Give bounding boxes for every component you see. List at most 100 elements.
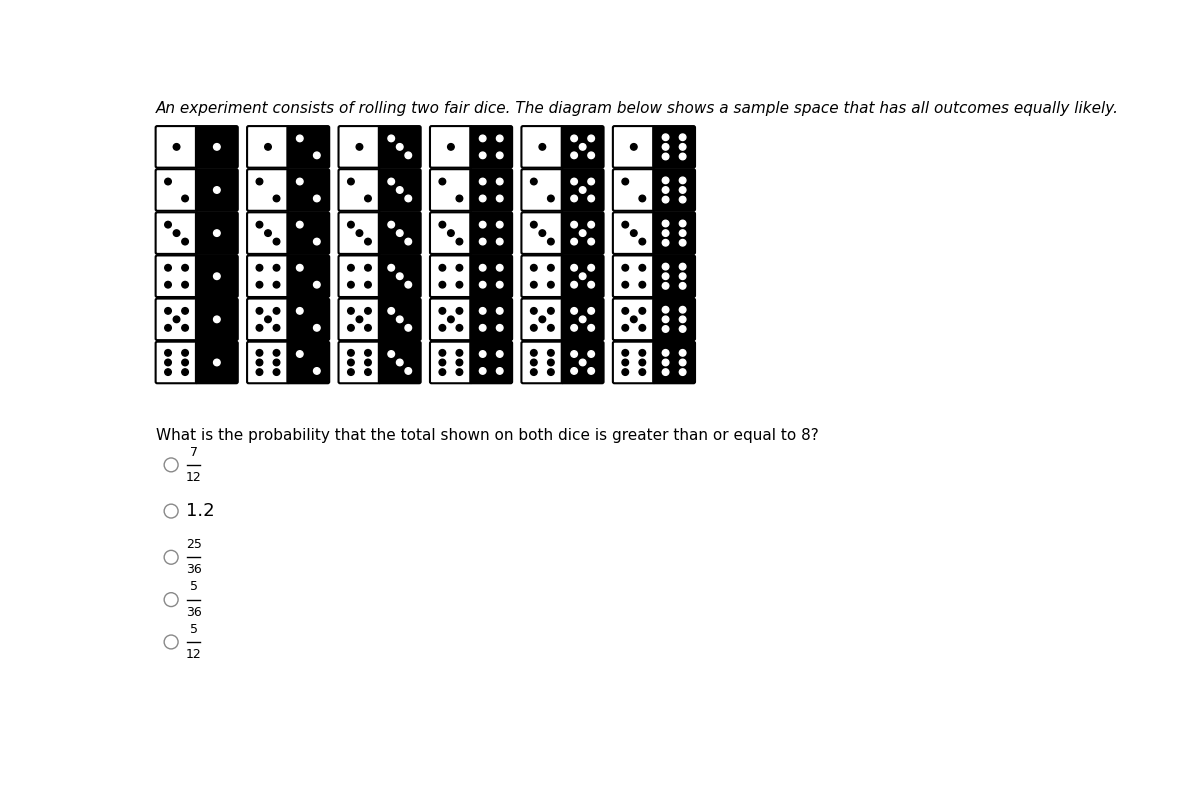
- FancyBboxPatch shape: [196, 341, 238, 384]
- Circle shape: [571, 152, 577, 159]
- Circle shape: [479, 238, 486, 245]
- Circle shape: [662, 177, 668, 183]
- Circle shape: [530, 349, 537, 357]
- Circle shape: [313, 195, 321, 202]
- FancyBboxPatch shape: [196, 299, 238, 340]
- Circle shape: [396, 359, 403, 366]
- FancyBboxPatch shape: [247, 169, 289, 210]
- Circle shape: [297, 222, 303, 228]
- Circle shape: [662, 153, 668, 160]
- Circle shape: [588, 351, 595, 357]
- Circle shape: [164, 592, 179, 607]
- Circle shape: [164, 264, 172, 271]
- FancyBboxPatch shape: [429, 299, 472, 340]
- Circle shape: [622, 281, 628, 288]
- Circle shape: [639, 349, 646, 357]
- Circle shape: [679, 196, 686, 203]
- Circle shape: [457, 238, 463, 245]
- Circle shape: [297, 135, 303, 141]
- Circle shape: [396, 316, 403, 322]
- Text: 1.2: 1.2: [186, 502, 214, 520]
- Circle shape: [548, 349, 554, 357]
- Circle shape: [497, 264, 503, 271]
- FancyBboxPatch shape: [653, 212, 696, 254]
- Circle shape: [662, 369, 668, 376]
- Circle shape: [214, 229, 220, 237]
- Circle shape: [479, 222, 486, 228]
- Circle shape: [364, 195, 371, 202]
- FancyBboxPatch shape: [156, 341, 198, 384]
- Circle shape: [588, 195, 595, 202]
- Circle shape: [588, 135, 595, 141]
- Circle shape: [639, 264, 646, 271]
- FancyBboxPatch shape: [338, 256, 381, 297]
- Circle shape: [639, 281, 646, 288]
- Circle shape: [479, 152, 486, 159]
- Circle shape: [348, 281, 354, 288]
- FancyBboxPatch shape: [522, 299, 563, 340]
- Circle shape: [164, 550, 179, 565]
- Circle shape: [364, 238, 371, 245]
- FancyBboxPatch shape: [196, 212, 238, 254]
- Circle shape: [479, 325, 486, 331]
- Circle shape: [539, 229, 545, 237]
- Circle shape: [364, 281, 371, 288]
- Circle shape: [273, 349, 280, 357]
- Circle shape: [457, 281, 463, 288]
- Circle shape: [539, 144, 545, 150]
- Circle shape: [679, 187, 686, 193]
- FancyBboxPatch shape: [562, 299, 603, 340]
- Circle shape: [622, 369, 628, 376]
- Circle shape: [662, 144, 668, 150]
- FancyBboxPatch shape: [196, 126, 238, 168]
- Circle shape: [257, 222, 263, 228]
- Circle shape: [622, 325, 628, 331]
- FancyBboxPatch shape: [471, 212, 512, 254]
- Circle shape: [639, 238, 646, 245]
- FancyBboxPatch shape: [429, 126, 472, 168]
- Circle shape: [662, 240, 668, 246]
- Circle shape: [548, 325, 554, 331]
- Circle shape: [364, 307, 371, 314]
- Circle shape: [257, 325, 263, 331]
- FancyBboxPatch shape: [156, 299, 198, 340]
- Circle shape: [662, 196, 668, 203]
- Circle shape: [348, 222, 354, 228]
- FancyBboxPatch shape: [471, 299, 512, 340]
- Circle shape: [364, 349, 371, 357]
- Circle shape: [182, 281, 188, 288]
- Circle shape: [622, 178, 628, 185]
- Circle shape: [439, 349, 446, 357]
- FancyBboxPatch shape: [247, 126, 289, 168]
- Circle shape: [479, 307, 486, 314]
- Circle shape: [388, 264, 394, 271]
- FancyBboxPatch shape: [522, 212, 563, 254]
- FancyBboxPatch shape: [379, 256, 421, 297]
- Circle shape: [588, 152, 595, 159]
- Circle shape: [164, 458, 179, 472]
- Text: 36: 36: [186, 564, 201, 576]
- Circle shape: [662, 273, 668, 279]
- Circle shape: [396, 187, 403, 193]
- Circle shape: [405, 195, 412, 202]
- Circle shape: [530, 264, 537, 271]
- Circle shape: [182, 307, 188, 314]
- Circle shape: [265, 229, 271, 237]
- Circle shape: [679, 283, 686, 289]
- FancyBboxPatch shape: [562, 256, 603, 297]
- Circle shape: [622, 264, 628, 271]
- Circle shape: [313, 281, 321, 288]
- Circle shape: [639, 359, 646, 366]
- Text: What is the probability that the total shown on both dice is greater than or equ: What is the probability that the total s…: [156, 428, 819, 443]
- Circle shape: [364, 359, 371, 366]
- FancyBboxPatch shape: [613, 169, 654, 210]
- Circle shape: [662, 229, 668, 237]
- FancyBboxPatch shape: [429, 169, 472, 210]
- Circle shape: [631, 144, 638, 150]
- Circle shape: [580, 229, 586, 237]
- FancyBboxPatch shape: [156, 169, 198, 210]
- Circle shape: [182, 264, 188, 271]
- Circle shape: [265, 144, 271, 150]
- Circle shape: [479, 135, 486, 141]
- Circle shape: [497, 222, 503, 228]
